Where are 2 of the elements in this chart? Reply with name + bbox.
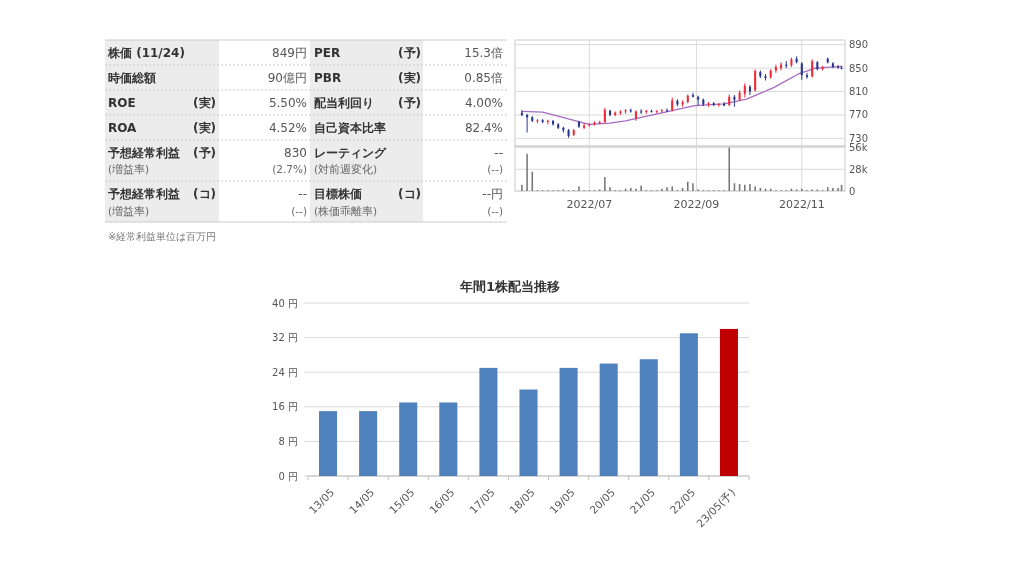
title: 年間1株配当推移: [460, 279, 560, 294]
note: ※経常利益単位は百万円: [108, 231, 217, 242]
